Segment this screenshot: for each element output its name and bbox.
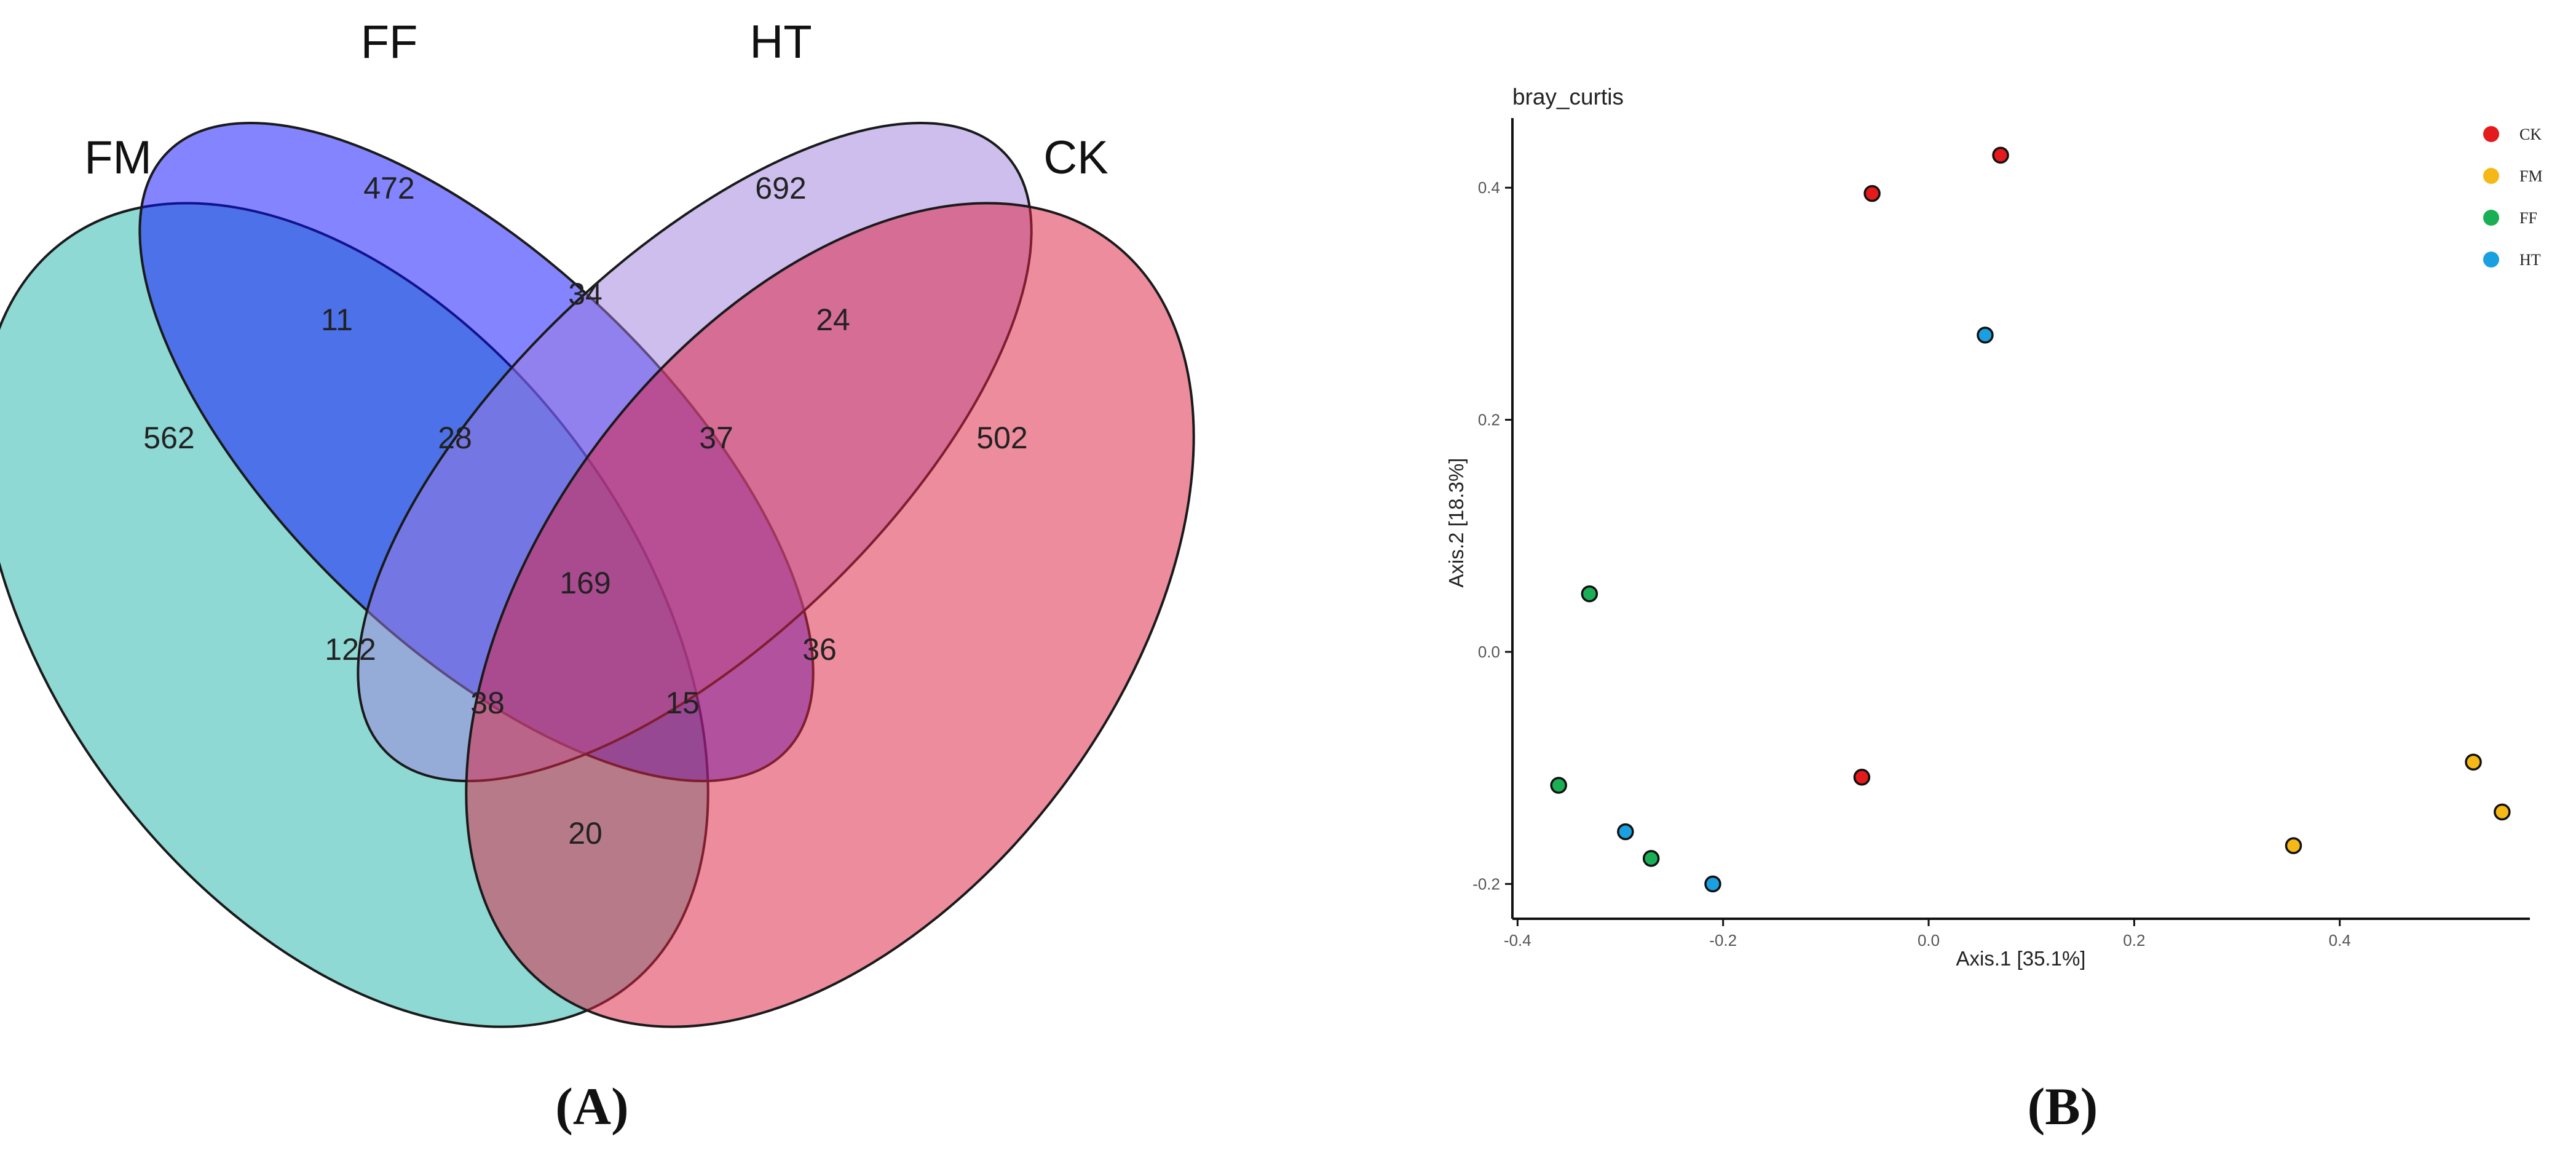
pcoa-scatter: bray_curtis -0.2 0.0 0.2 0.4 -0.4 -0.2 0.0 0.2… (1445, 84, 2543, 970)
point-ck (1992, 146, 2009, 164)
x-tick-label: 0.0 (1918, 931, 1940, 950)
point-ht (1704, 875, 1721, 893)
venn-count-fm-ck: 20 (568, 816, 603, 851)
venn-count-fm-ff-ck: 15 (665, 686, 700, 720)
legend-label-ff: FF (2519, 209, 2537, 227)
y-tick-label: 0.4 (1478, 178, 1500, 197)
venn-set-label-ht: HT (749, 16, 812, 68)
venn-count-ht-ck: 24 (816, 303, 850, 337)
x-tick-label: 0.4 (2329, 931, 2351, 950)
venn-count-all: 169 (559, 566, 610, 600)
legend-marker-ck (2483, 126, 2499, 142)
legend: CK FM FF HT (2483, 125, 2543, 269)
venn-count-ff: 472 (363, 171, 414, 205)
venn-count-ht: 692 (755, 171, 806, 205)
y-ticks: -0.2 0.0 0.2 0.4 (1472, 178, 1512, 893)
venn-set-label-fm: FM (84, 132, 152, 184)
venn-count-fm-ht-ck: 38 (470, 686, 505, 720)
scatter-points (1550, 146, 2511, 893)
chart-title: bray_curtis (1512, 84, 1624, 109)
venn-count-fm-ff-ht: 28 (438, 421, 472, 455)
x-ticks: -0.4 -0.2 0.0 0.2 0.4 (1504, 919, 2351, 950)
x-tick-label: -0.4 (1504, 931, 1531, 950)
legend-label-ht: HT (2519, 251, 2541, 269)
panel-label-b: (B) (2028, 1077, 2098, 1136)
point-ck (1853, 769, 1871, 786)
venn-set-label-ff: FF (361, 16, 418, 68)
legend-label-fm: FM (2519, 167, 2543, 185)
y-tick-label: 0.2 (1478, 411, 1500, 429)
point-ht (1977, 327, 1994, 344)
y-axis-title: Axis.2 [18.3%] (1445, 458, 1468, 588)
legend-marker-ff (2483, 210, 2499, 226)
point-ff (1550, 777, 1567, 794)
venn-set-label-ck: CK (1043, 132, 1108, 184)
y-tick-label: -0.2 (1472, 874, 1500, 893)
point-ht (1617, 823, 1634, 841)
x-tick-label: 0.2 (2123, 931, 2145, 950)
legend-marker-fm (2483, 168, 2499, 184)
y-tick-label: 0.0 (1478, 643, 1500, 661)
point-fm (2494, 803, 2511, 821)
venn-diagram: FM FF HT CK 562 472 692 502 11 34 24 28 … (0, 16, 1195, 1028)
venn-count-fm: 562 (143, 421, 194, 455)
point-ck (1863, 184, 1881, 202)
point-ff (1581, 585, 1598, 603)
venn-count-fm-ff: 11 (321, 303, 353, 337)
panel-label-a: (A) (555, 1077, 628, 1136)
point-fm (2465, 753, 2482, 771)
point-fm (2285, 837, 2302, 854)
venn-count-ff-ht-ck: 37 (699, 421, 733, 455)
point-ff (1642, 850, 1660, 867)
x-tick-label: -0.2 (1709, 931, 1737, 950)
venn-count-ck: 502 (976, 421, 1027, 455)
venn-count-ff-ht: 34 (568, 277, 603, 311)
x-axis-title: Axis.1 [35.1%] (1956, 947, 2086, 970)
venn-ellipse-ck (465, 202, 1195, 1028)
venn-count-ff-ck: 36 (802, 632, 837, 667)
legend-marker-ht (2483, 252, 2499, 268)
legend-label-ck: CK (2519, 125, 2542, 143)
venn-count-fm-ht: 122 (325, 632, 376, 667)
